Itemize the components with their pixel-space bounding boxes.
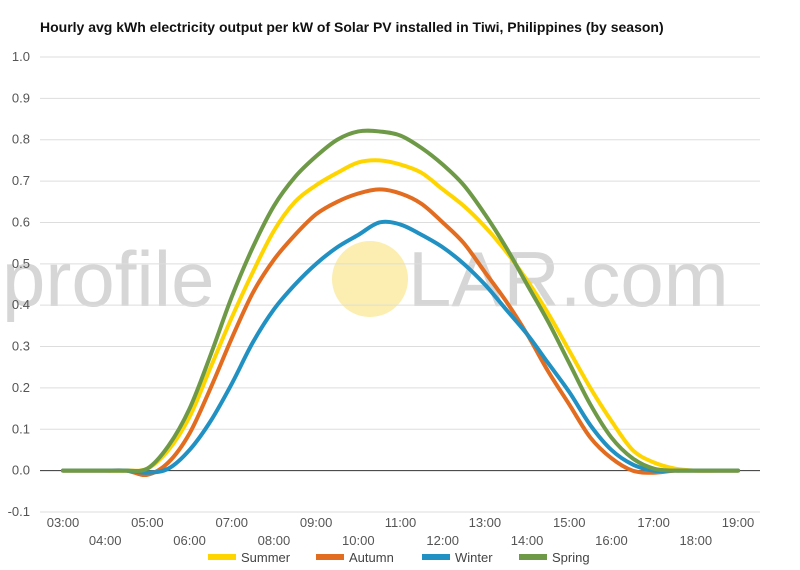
series-lines [61,128,740,478]
legend-label-summer: Summer [241,550,291,565]
y-tick-label: 1.0 [12,49,30,64]
series-line-autumn [61,187,740,478]
x-tick-label: 15:00 [553,515,586,530]
watermark-text-left: profile [2,235,214,323]
y-tick-label: 0.6 [12,214,30,229]
x-tick-label: 07:00 [215,515,248,530]
legend-label-autumn: Autumn [349,550,394,565]
series-line-summer [61,158,740,473]
x-tick-label: 16:00 [595,533,628,548]
x-tick-label: 17:00 [637,515,670,530]
y-tick-label: 0.5 [12,256,30,271]
x-tick-label: 06:00 [173,533,206,548]
x-tick-label: 12:00 [426,533,459,548]
x-tick-label: 08:00 [258,533,291,548]
y-tick-label: 0.4 [12,297,30,312]
y-tick-label: 0.2 [12,380,30,395]
legend-swatch-autumn [316,554,344,560]
x-tick-label: 09:00 [300,515,333,530]
watermark-text-right: LAR.com [408,235,729,323]
series-line-winter [61,219,740,475]
x-tick-label: 05:00 [131,515,164,530]
x-tick-label: 10:00 [342,533,375,548]
y-tick-label: 0.8 [12,132,30,147]
y-tick-label: 0.9 [12,90,30,105]
series-line-spring [61,128,740,474]
chart-title: Hourly avg kWh electricity output per kW… [40,19,664,35]
x-tick-label: 19:00 [722,515,755,530]
x-tick-label: 18:00 [680,533,713,548]
x-axis: 03:00 04:00 05:00 06:00 07:00 08:00 09:00 10:00… [47,515,755,548]
y-axis: -0.1 0.0 0.1 0.2 0.3 0.4 0.5 0.6 0.7 0.8 0.9 1.0 [8,49,30,519]
x-tick-label: 04:00 [89,533,122,548]
x-tick-label: 03:00 [47,515,80,530]
legend: Summer Autumn Winter Spring [208,550,590,565]
legend-swatch-winter [422,554,450,560]
legend-swatch-spring [519,554,547,560]
x-tick-label: 14:00 [511,533,544,548]
y-tick-label: 0.3 [12,339,30,354]
x-tick-label: 13:00 [469,515,502,530]
watermark-sun [332,241,408,317]
y-tick-label: 0.1 [12,421,30,436]
y-tick-label: 0.7 [12,173,30,188]
legend-label-spring: Spring [552,550,590,565]
legend-label-winter: Winter [455,550,493,565]
watermark: profile LAR.com [2,235,729,323]
x-tick-label: 11:00 [385,515,417,530]
y-tick-label: -0.1 [8,504,30,519]
y-tick-label: 0.0 [12,463,30,478]
legend-swatch-summer [208,554,236,560]
